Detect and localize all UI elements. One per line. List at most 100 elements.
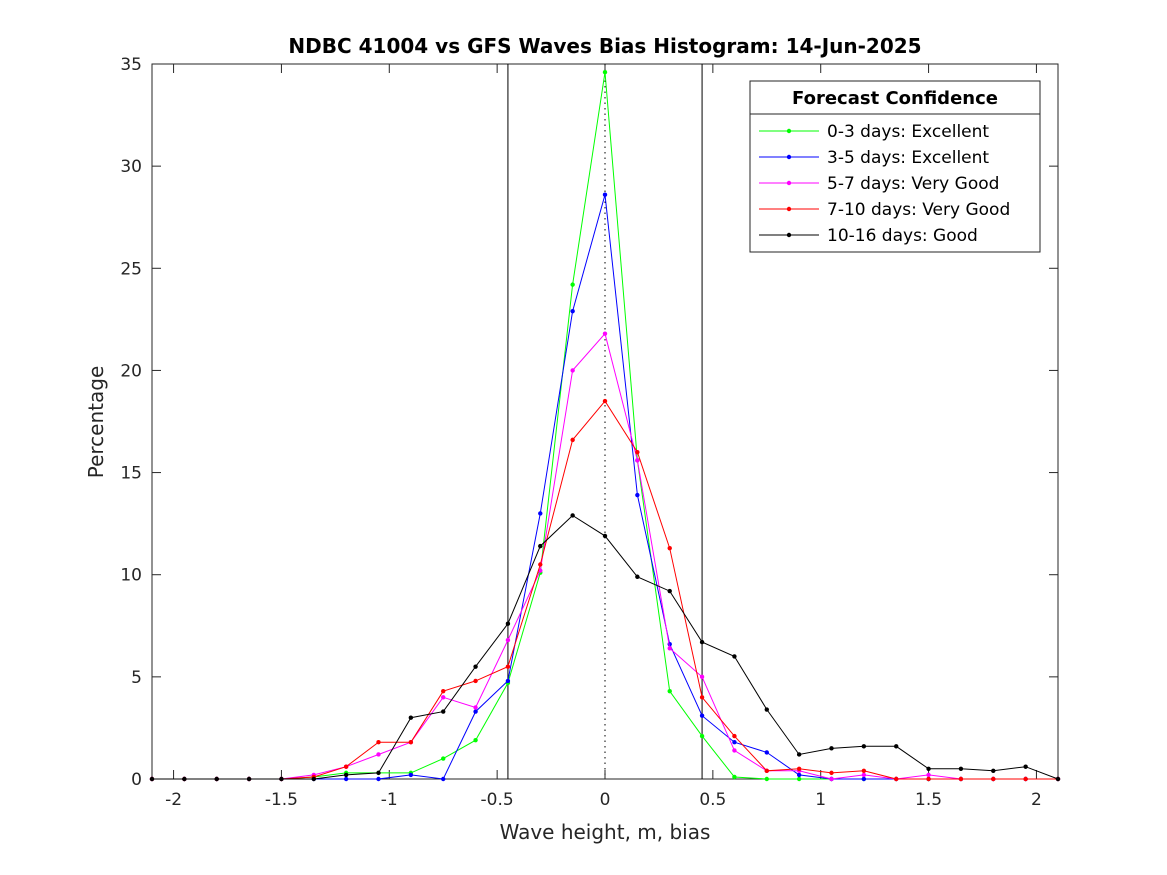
- x-tick-label: -1.5: [265, 790, 298, 810]
- data-point: [699, 674, 705, 680]
- data-point: [796, 752, 802, 757]
- data-point: [926, 766, 931, 771]
- data-point: [764, 776, 769, 782]
- data-point: [699, 695, 705, 700]
- data-point: [538, 511, 543, 516]
- data-point: [505, 621, 511, 626]
- data-point: [667, 588, 672, 594]
- data-point: [635, 492, 640, 498]
- x-tick-label: 0.5: [699, 790, 726, 810]
- x-tick-label: 2: [1031, 790, 1042, 810]
- data-point: [570, 308, 575, 314]
- data-point: [538, 562, 543, 567]
- data-point: [602, 398, 608, 404]
- data-point: [764, 707, 769, 712]
- data-point: [732, 733, 737, 739]
- y-axis-label: Percentage: [84, 366, 108, 479]
- data-point: [699, 733, 705, 739]
- data-point: [602, 331, 608, 336]
- legend-marker: [786, 180, 792, 186]
- x-tick-label: -2: [165, 790, 182, 810]
- data-point: [473, 709, 478, 714]
- legend-entry: 10-16 days: Good: [827, 226, 978, 246]
- data-point: [376, 752, 381, 757]
- x-tick-label: 1.5: [915, 790, 942, 810]
- data-point: [796, 766, 802, 771]
- y-tick-label: 20: [120, 361, 142, 381]
- data-point: [311, 776, 316, 782]
- data-point: [343, 764, 349, 769]
- data-point: [732, 740, 737, 745]
- y-tick-label: 0: [131, 770, 142, 790]
- data-point: [1055, 776, 1061, 782]
- data-point: [796, 776, 802, 782]
- legend-entry: 7-10 days: Very Good: [827, 200, 1010, 220]
- data-point: [991, 768, 996, 774]
- data-point: [861, 768, 867, 774]
- y-tick-label: 25: [120, 259, 142, 279]
- x-tick-label: 0: [600, 790, 611, 810]
- chart-title: NDBC 41004 vs GFS Waves Bias Histogram: …: [288, 34, 921, 58]
- data-point: [667, 688, 672, 694]
- legend-marker: [786, 154, 792, 160]
- data-point: [279, 776, 284, 782]
- data-point: [570, 437, 575, 443]
- data-point: [796, 772, 802, 778]
- data-point: [473, 678, 478, 684]
- data-point: [958, 766, 964, 771]
- data-point: [894, 776, 899, 782]
- data-point: [441, 709, 446, 714]
- data-point: [473, 737, 478, 743]
- data-point: [829, 770, 834, 776]
- x-tick-label: -0.5: [481, 790, 514, 810]
- data-point: [1023, 776, 1028, 782]
- data-point: [699, 713, 705, 718]
- data-point: [538, 543, 543, 549]
- data-point: [570, 513, 575, 518]
- legend-entry: 0-3 days: Excellent: [827, 122, 989, 142]
- data-point: [343, 772, 349, 778]
- data-point: [861, 744, 867, 749]
- data-point: [246, 776, 252, 782]
- data-point: [408, 715, 414, 720]
- y-tick-label: 35: [120, 55, 142, 75]
- data-point: [602, 69, 608, 75]
- data-point: [635, 574, 640, 579]
- legend-entry: 5-7 days: Very Good: [827, 174, 999, 194]
- data-point: [732, 748, 737, 753]
- data-point: [829, 746, 834, 751]
- y-tick-label: 15: [120, 464, 142, 484]
- data-point: [699, 639, 705, 645]
- data-point: [441, 695, 446, 700]
- data-point: [408, 740, 414, 745]
- data-point: [829, 776, 834, 782]
- data-point: [861, 776, 867, 782]
- data-point: [441, 756, 446, 761]
- data-point: [214, 776, 219, 782]
- data-point: [991, 776, 996, 782]
- data-point: [732, 654, 737, 659]
- data-point: [764, 750, 769, 755]
- data-point: [894, 744, 899, 749]
- legend-marker: [786, 232, 792, 238]
- data-point: [732, 774, 737, 780]
- x-tick-label: -1: [381, 790, 398, 810]
- data-point: [926, 776, 931, 782]
- data-point: [505, 637, 511, 643]
- y-tick-label: 30: [120, 157, 142, 177]
- data-point: [441, 776, 446, 782]
- data-point: [602, 192, 608, 197]
- data-point: [343, 776, 349, 782]
- y-tick-label: 5: [131, 668, 142, 688]
- data-point: [635, 458, 640, 463]
- data-point: [1023, 764, 1028, 769]
- data-point: [570, 368, 575, 373]
- data-point: [926, 772, 931, 778]
- data-point: [635, 449, 640, 455]
- data-point: [667, 646, 672, 651]
- data-point: [408, 772, 414, 778]
- x-axis-label: Wave height, m, bias: [500, 820, 711, 844]
- legend-box: [749, 80, 1041, 253]
- data-point: [667, 545, 672, 551]
- data-point: [473, 705, 478, 710]
